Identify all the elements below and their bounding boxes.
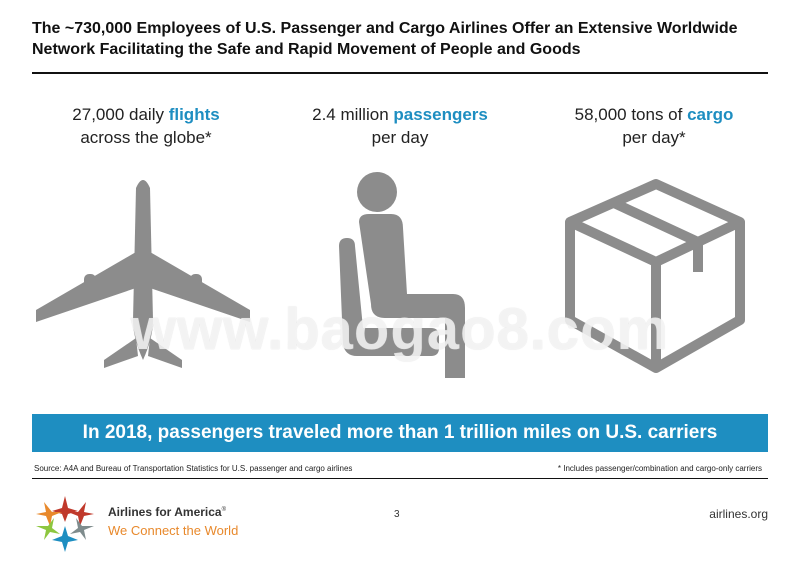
- stat-cargo-line2: per day*: [622, 128, 686, 147]
- stat-cargo-highlight: cargo: [687, 105, 734, 124]
- stat-cargo: 58,000 tons of cargo per day*: [534, 103, 774, 149]
- stat-flights-line2: across the globe*: [80, 128, 212, 147]
- registered-mark: ®: [221, 507, 227, 513]
- stat-passengers-line2: per day: [371, 128, 429, 147]
- stat-passengers-highlight: passengers: [393, 105, 488, 124]
- stat-flights-highlight: flights: [168, 105, 220, 124]
- footnote: * Includes passenger/combination and car…: [557, 464, 762, 473]
- stat-passengers: 2.4 million passengers per day: [280, 103, 520, 149]
- airlines-for-america-logo-icon: [36, 496, 94, 552]
- website-url: airlines.org: [709, 507, 768, 521]
- seated-person-icon: [339, 172, 465, 378]
- airplane-icon: [36, 180, 250, 368]
- cargo-box-icon: [565, 179, 745, 373]
- org-name: Airlines for America®: [108, 505, 227, 519]
- highlight-banner: In 2018, passengers traveled more than 1…: [32, 414, 768, 452]
- org-tagline: We Connect the World: [108, 523, 239, 538]
- title-divider: [32, 72, 768, 74]
- stat-flights-line1: 27,000 daily flights: [72, 105, 220, 124]
- slide-title: The ~730,000 Employees of U.S. Passenger…: [32, 20, 738, 58]
- page-number: 3: [394, 509, 400, 520]
- stat-cargo-line1: 58,000 tons of cargo: [574, 105, 734, 124]
- stat-flights: 27,000 daily flights across the globe*: [26, 103, 266, 149]
- source-note: Source: A4A and Bureau of Transportation…: [34, 464, 353, 473]
- footer-divider: [32, 478, 768, 479]
- stat-passengers-line1: 2.4 million passengers: [312, 105, 488, 124]
- watermark: www.baogao8.com: [130, 297, 670, 362]
